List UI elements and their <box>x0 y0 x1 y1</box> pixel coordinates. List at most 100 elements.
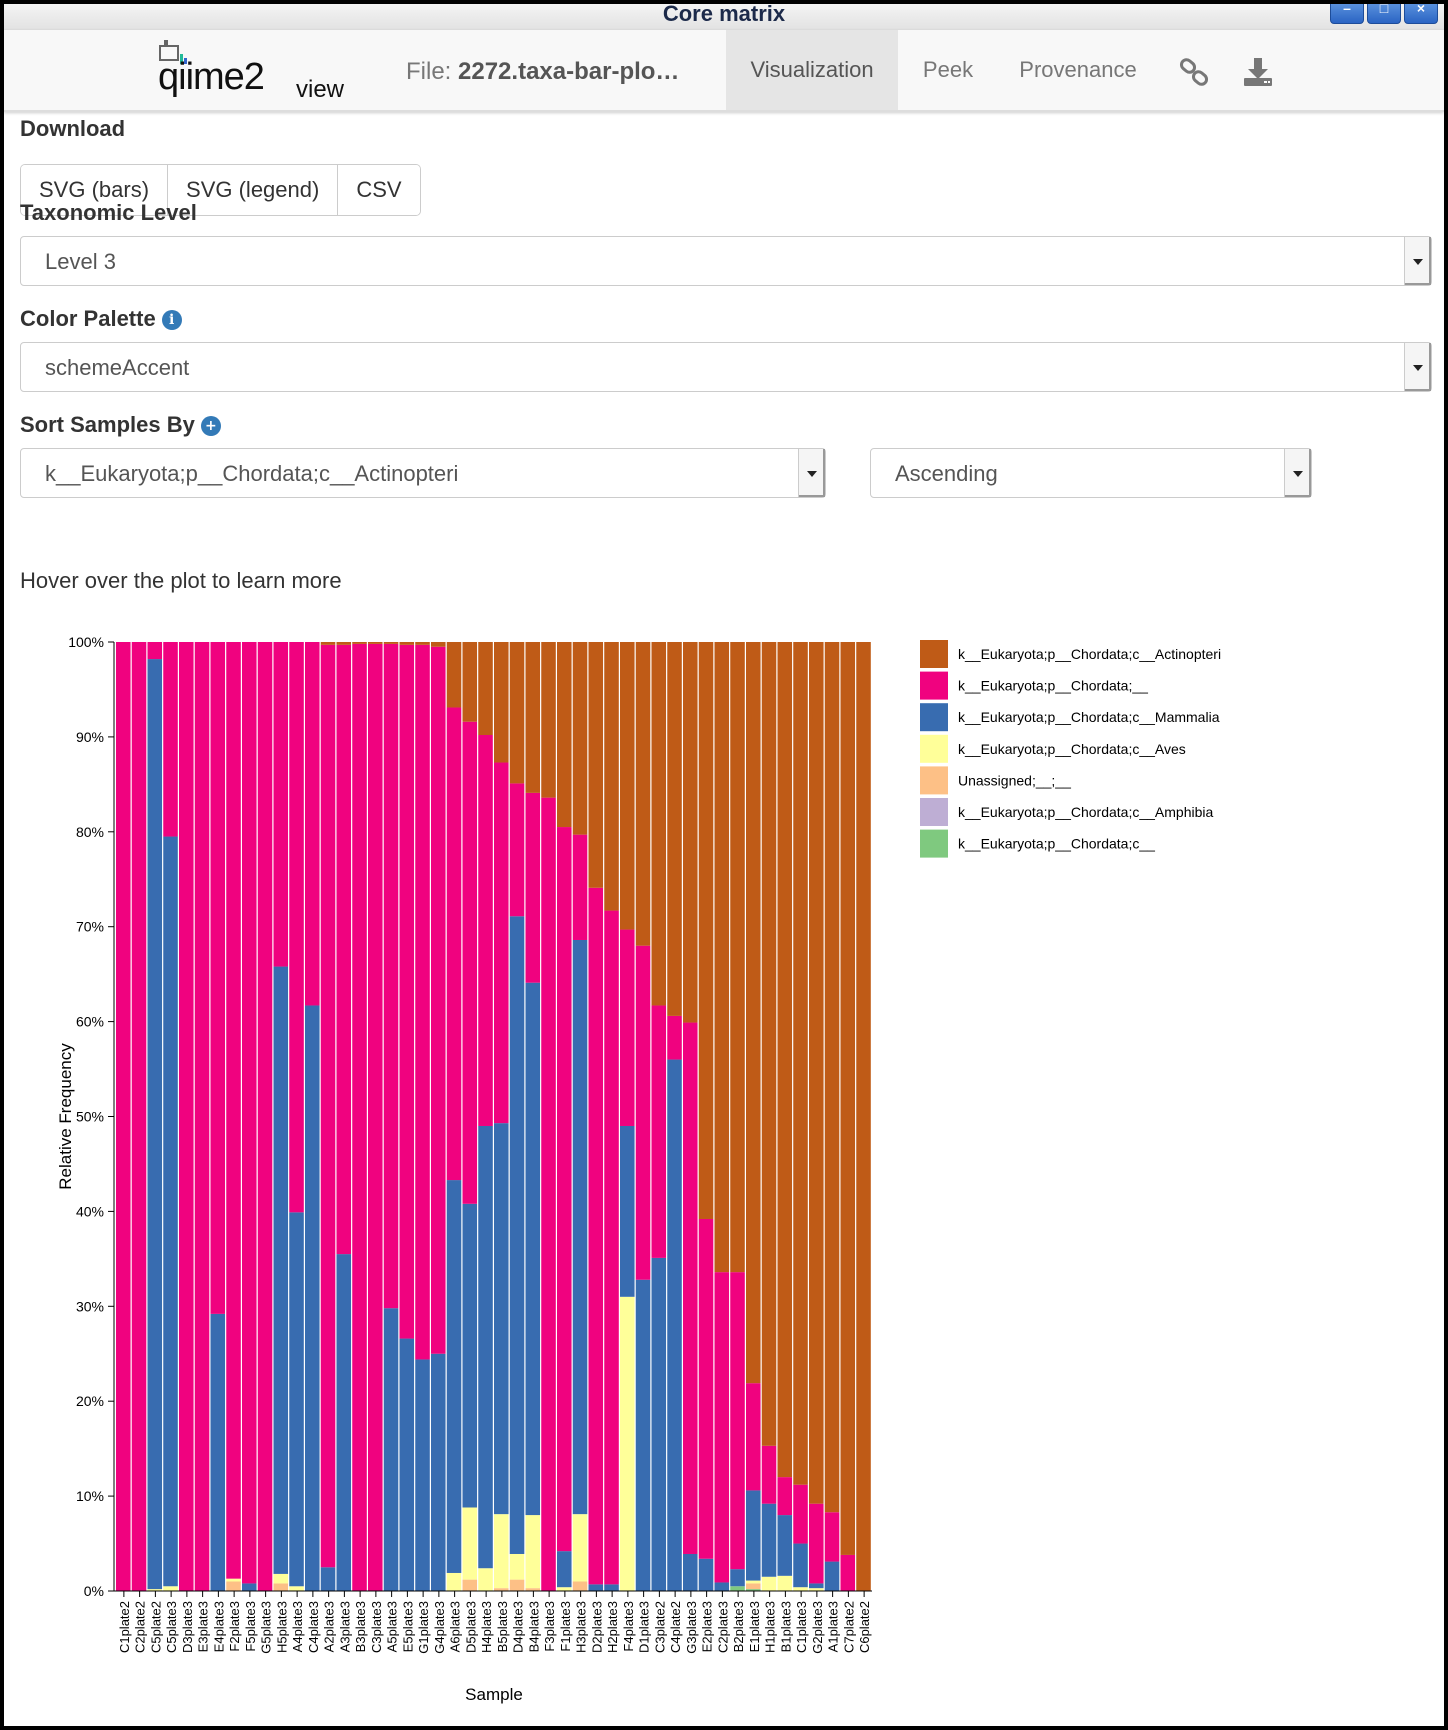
bar-segment[interactable] <box>746 1383 761 1491</box>
bar-segment[interactable] <box>399 642 415 645</box>
sort-order-select[interactable]: Ascending <box>870 448 1312 498</box>
bar-segment[interactable] <box>635 1279 651 1591</box>
bar-segment[interactable] <box>761 1503 777 1577</box>
bar-segment[interactable] <box>604 642 619 911</box>
bar-segment[interactable] <box>620 1296 635 1591</box>
download-svg-bars-button[interactable]: SVG (bars) <box>21 165 169 215</box>
bar-segment[interactable] <box>494 642 509 763</box>
bar-segment[interactable] <box>557 1587 572 1591</box>
bar-segment[interactable] <box>226 1581 241 1591</box>
bar-segment[interactable] <box>462 1203 478 1508</box>
download-csv-button[interactable]: CSV <box>338 165 420 215</box>
bar-segment[interactable] <box>116 642 131 1591</box>
bar-segment[interactable] <box>793 1484 808 1544</box>
legend-label[interactable]: Unassigned;__;__ <box>958 772 1071 788</box>
bar-segment[interactable] <box>620 1125 635 1297</box>
bar-segment[interactable] <box>525 642 541 793</box>
bar-segment[interactable] <box>336 644 352 1255</box>
bar-segment[interactable] <box>289 1586 304 1591</box>
bar-segment[interactable] <box>777 1515 793 1576</box>
bar-segment[interactable] <box>242 1583 257 1591</box>
bar-segment[interactable] <box>572 1581 588 1591</box>
legend-swatch[interactable] <box>920 734 948 763</box>
bar-segment[interactable] <box>210 642 226 1314</box>
minimize-button[interactable]: – <box>1330 4 1364 24</box>
bar-segment[interactable] <box>620 642 635 930</box>
bar-segment[interactable] <box>651 1005 667 1258</box>
bar-segment[interactable] <box>431 642 446 647</box>
bar-segment[interactable] <box>399 1338 415 1591</box>
bar-segment[interactable] <box>273 1583 289 1591</box>
bar-segment[interactable] <box>462 1579 478 1591</box>
bar-segment[interactable] <box>446 707 462 1181</box>
qiime2-logo[interactable]: qiime2 view <box>152 40 352 104</box>
bar-segment[interactable] <box>509 642 525 784</box>
bar-segment[interactable] <box>824 1561 840 1591</box>
bar-segment[interactable] <box>714 1582 730 1591</box>
bar-segment[interactable] <box>210 1313 226 1591</box>
bar-segment[interactable] <box>147 659 163 1590</box>
bar-segment[interactable] <box>147 642 163 660</box>
legend-swatch[interactable] <box>920 671 948 700</box>
bar-segment[interactable] <box>131 642 147 1591</box>
bar-segment[interactable] <box>368 643 383 1591</box>
bar-segment[interactable] <box>557 1551 572 1588</box>
bar-segment[interactable] <box>746 1490 761 1581</box>
bar-segment[interactable] <box>525 982 541 1516</box>
bar-segment[interactable] <box>336 642 352 645</box>
bar-segment[interactable] <box>226 642 241 1579</box>
bar-segment[interactable] <box>415 642 430 645</box>
bar-segment[interactable] <box>714 1272 730 1583</box>
color-palette-select[interactable]: schemeAccent <box>20 342 1432 392</box>
bar-segment[interactable] <box>494 1123 509 1515</box>
bar-segment[interactable] <box>730 1586 745 1591</box>
bar-segment[interactable] <box>415 644 430 1360</box>
bar-segment[interactable] <box>399 644 415 1339</box>
bar-segment[interactable] <box>840 1554 856 1591</box>
bar-segment[interactable] <box>383 1308 399 1591</box>
bar-segment[interactable] <box>572 1514 588 1582</box>
bar-segment[interactable] <box>651 642 667 1006</box>
bar-segment[interactable] <box>273 642 289 967</box>
bar-segment[interactable] <box>698 1218 714 1559</box>
bar-segment[interactable] <box>651 1257 667 1591</box>
legend-label[interactable]: k__Eukaryota;p__Chordata;c__ <box>958 836 1155 852</box>
bar-segment[interactable] <box>746 1589 761 1591</box>
legend-label[interactable]: k__Eukaryota;p__Chordata;c__Amphibia <box>958 804 1213 820</box>
bar-segment[interactable] <box>415 1359 430 1591</box>
bar-segment[interactable] <box>478 642 493 735</box>
bar-segment[interactable] <box>289 1212 304 1587</box>
bar-segment[interactable] <box>368 642 383 644</box>
legend-swatch[interactable] <box>920 766 948 795</box>
bar-segment[interactable] <box>809 1503 824 1584</box>
bar-segment[interactable] <box>824 1512 840 1562</box>
bar-segment[interactable] <box>557 642 572 828</box>
bar-segment[interactable] <box>572 642 588 835</box>
sort-by-select[interactable]: k__Eukaryota;p__Chordata;c__Actinopteri <box>20 448 826 498</box>
bar-segment[interactable] <box>179 642 194 1591</box>
bar-segment[interactable] <box>509 1553 525 1580</box>
bar-segment[interactable] <box>809 642 824 1504</box>
bar-segment[interactable] <box>494 762 509 1124</box>
bar-segment[interactable] <box>305 642 320 1006</box>
bar-segment[interactable] <box>557 827 572 1552</box>
bar-segment[interactable] <box>793 1587 808 1591</box>
bar-segment[interactable] <box>446 1572 462 1591</box>
bar-segment[interactable] <box>730 642 745 1273</box>
bar-segment[interactable] <box>635 945 651 1280</box>
legend-swatch[interactable] <box>920 703 948 732</box>
bar-segment[interactable] <box>462 642 478 722</box>
add-sort-icon[interactable]: + <box>200 416 221 436</box>
bar-segment[interactable] <box>509 1579 525 1591</box>
bar-segment[interactable] <box>163 642 178 837</box>
bar-segment[interactable] <box>462 1507 478 1580</box>
bar-segment[interactable] <box>809 1583 824 1589</box>
bar-segment[interactable] <box>824 642 840 1513</box>
bar-segment[interactable] <box>698 642 714 1219</box>
legend-swatch[interactable] <box>920 798 948 826</box>
bar-segment[interactable] <box>746 1583 761 1590</box>
bar-segment[interactable] <box>494 1588 509 1591</box>
bar-segment[interactable] <box>525 792 541 983</box>
bar-segment[interactable] <box>226 1578 241 1582</box>
bar-segment[interactable] <box>446 1180 462 1573</box>
